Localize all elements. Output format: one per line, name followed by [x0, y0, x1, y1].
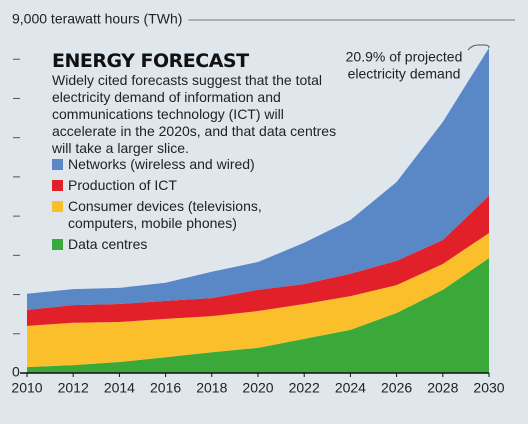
legend-item: Networks (wireless and wired) — [52, 156, 282, 173]
legend-item: Data centres — [52, 236, 282, 253]
annotation: electricity demand — [348, 66, 461, 82]
x-tick-label: 2028 — [427, 380, 458, 396]
x-tick-label: 2024 — [335, 380, 366, 396]
y-tick-label: 9,000 terawatt hours (TWh) — [12, 11, 182, 27]
x-tick-label: 2020 — [242, 380, 273, 396]
subtitle: Widely cited forecasts suggest that the … — [52, 72, 337, 156]
x-tick-label: 2026 — [381, 380, 412, 396]
x-tick-label: 2014 — [104, 380, 135, 396]
leader-line — [467, 44, 490, 51]
chart-title: ENERGY FORECAST — [52, 50, 249, 72]
area — [27, 47, 489, 310]
x-tick-label: 2030 — [473, 380, 504, 396]
x-tick-label: 2016 — [150, 380, 181, 396]
x-tick-label: 2018 — [196, 380, 227, 396]
legend-swatch — [52, 239, 63, 250]
area — [27, 258, 489, 373]
legend-label: Production of ICT — [68, 177, 177, 193]
area — [27, 232, 489, 368]
x-tick-label: 2010 — [11, 380, 42, 396]
legend-item: Consumer devices (televisions, computers… — [52, 198, 282, 232]
legend-item: Production of ICT — [52, 177, 282, 194]
legend-swatch — [52, 201, 63, 212]
legend-swatch — [52, 180, 63, 191]
y-tick-label: 0 — [12, 364, 20, 380]
legend-label: Networks (wireless and wired) — [68, 156, 255, 172]
legend-swatch — [52, 159, 63, 170]
legend-label: Consumer devices (televisions, computers… — [68, 198, 262, 231]
legend: Networks (wireless and wired) Production … — [52, 156, 282, 257]
annotation: 20.9% of projected — [346, 49, 463, 65]
legend-label: Data centres — [68, 236, 148, 252]
x-tick-label: 2022 — [289, 380, 320, 396]
x-tick-label: 2012 — [58, 380, 89, 396]
